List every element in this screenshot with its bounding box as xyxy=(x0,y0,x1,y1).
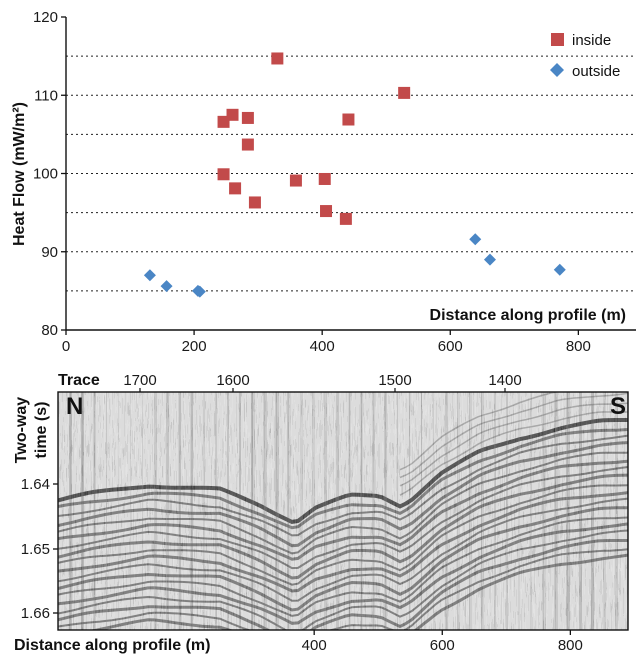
x-tick-label: 200 xyxy=(182,338,207,355)
x-tick-label: 600 xyxy=(438,338,463,355)
seismic-x-axis-title: Distance along profile (m) xyxy=(14,637,210,654)
data-point-inside xyxy=(318,172,331,185)
data-point-outside xyxy=(143,269,156,282)
x-axis-ticks: 0 200 400 600 800 xyxy=(62,330,591,355)
data-point-inside xyxy=(217,115,230,128)
data-point-inside xyxy=(241,138,254,151)
twt-tick-label: 1.65 xyxy=(21,541,50,558)
data-point-inside xyxy=(289,174,302,187)
y-tick-label: 90 xyxy=(41,244,58,261)
trace-tick-label: 1700 xyxy=(123,372,156,389)
data-point-inside xyxy=(320,205,333,218)
x-tick-label: 800 xyxy=(566,338,591,355)
x-tick-label: 400 xyxy=(310,338,335,355)
legend-marker-outside xyxy=(550,63,564,77)
y-tick-label: 80 xyxy=(41,322,58,339)
legend-label-inside: inside xyxy=(572,32,611,49)
seismic-x-tick-label: 800 xyxy=(558,637,583,654)
trace-tick-label: 1600 xyxy=(216,372,249,389)
legend: inside outside xyxy=(550,32,620,80)
seismic-profile-chart: Trace 1700 1600 1500 1400 N S Two-way time … xyxy=(13,372,629,654)
legend-marker-inside xyxy=(551,33,564,46)
seismic-frame xyxy=(57,391,629,631)
seismic-x-tick-label: 600 xyxy=(430,637,455,654)
data-point-inside xyxy=(248,196,261,209)
seismic-x-ticks: 400 600 800 xyxy=(302,630,583,654)
twt-tick-label: 1.64 xyxy=(21,476,50,493)
data-point-inside xyxy=(398,86,411,99)
data-point-inside xyxy=(271,52,284,65)
seismic-y-title-line1: Two-way xyxy=(13,397,30,463)
trace-tick-label: 1500 xyxy=(378,372,411,389)
data-point-inside xyxy=(217,168,230,181)
x-axis-title: Distance along profile (m) xyxy=(430,307,626,324)
data-point-outside xyxy=(160,280,173,293)
data-point-inside xyxy=(241,111,254,124)
data-point-outside xyxy=(553,263,566,276)
trace-axis-title: Trace xyxy=(58,372,100,389)
y-tick-label: 120 xyxy=(33,9,58,26)
north-label: N xyxy=(66,393,83,420)
data-point-inside xyxy=(342,113,355,126)
reference-lines xyxy=(66,55,636,292)
data-point-outside xyxy=(483,253,496,266)
data-points xyxy=(143,52,566,298)
trace-ticks: 1700 1600 1500 1400 xyxy=(123,372,522,392)
trace-tick-label: 1400 xyxy=(488,372,521,389)
y-tick-label: 110 xyxy=(34,87,58,104)
seismic-y-title-line2: time (s) xyxy=(33,402,50,459)
x-tick-label: 0 xyxy=(62,338,70,355)
data-point-inside xyxy=(229,182,242,195)
twt-tick-label: 1.66 xyxy=(21,605,50,622)
south-label: S xyxy=(610,393,626,420)
data-point-outside xyxy=(469,233,482,246)
data-point-inside xyxy=(339,212,352,225)
heat-flow-scatter-chart: 80 90 100 110 120 0 200 400 600 800 Heat Flow (m… xyxy=(11,9,636,355)
seismic-x-tick-label: 400 xyxy=(302,637,327,654)
y-axis-ticks: 80 90 100 110 120 xyxy=(33,9,66,339)
data-point-outside xyxy=(193,285,206,298)
legend-label-outside: outside xyxy=(572,63,620,80)
y-tick-label: 100 xyxy=(33,166,58,183)
y-axis-title: Heat Flow (mW/m²) xyxy=(11,102,28,246)
twt-ticks: 1.64 1.65 1.66 xyxy=(21,476,58,622)
seismic-image xyxy=(58,392,628,630)
